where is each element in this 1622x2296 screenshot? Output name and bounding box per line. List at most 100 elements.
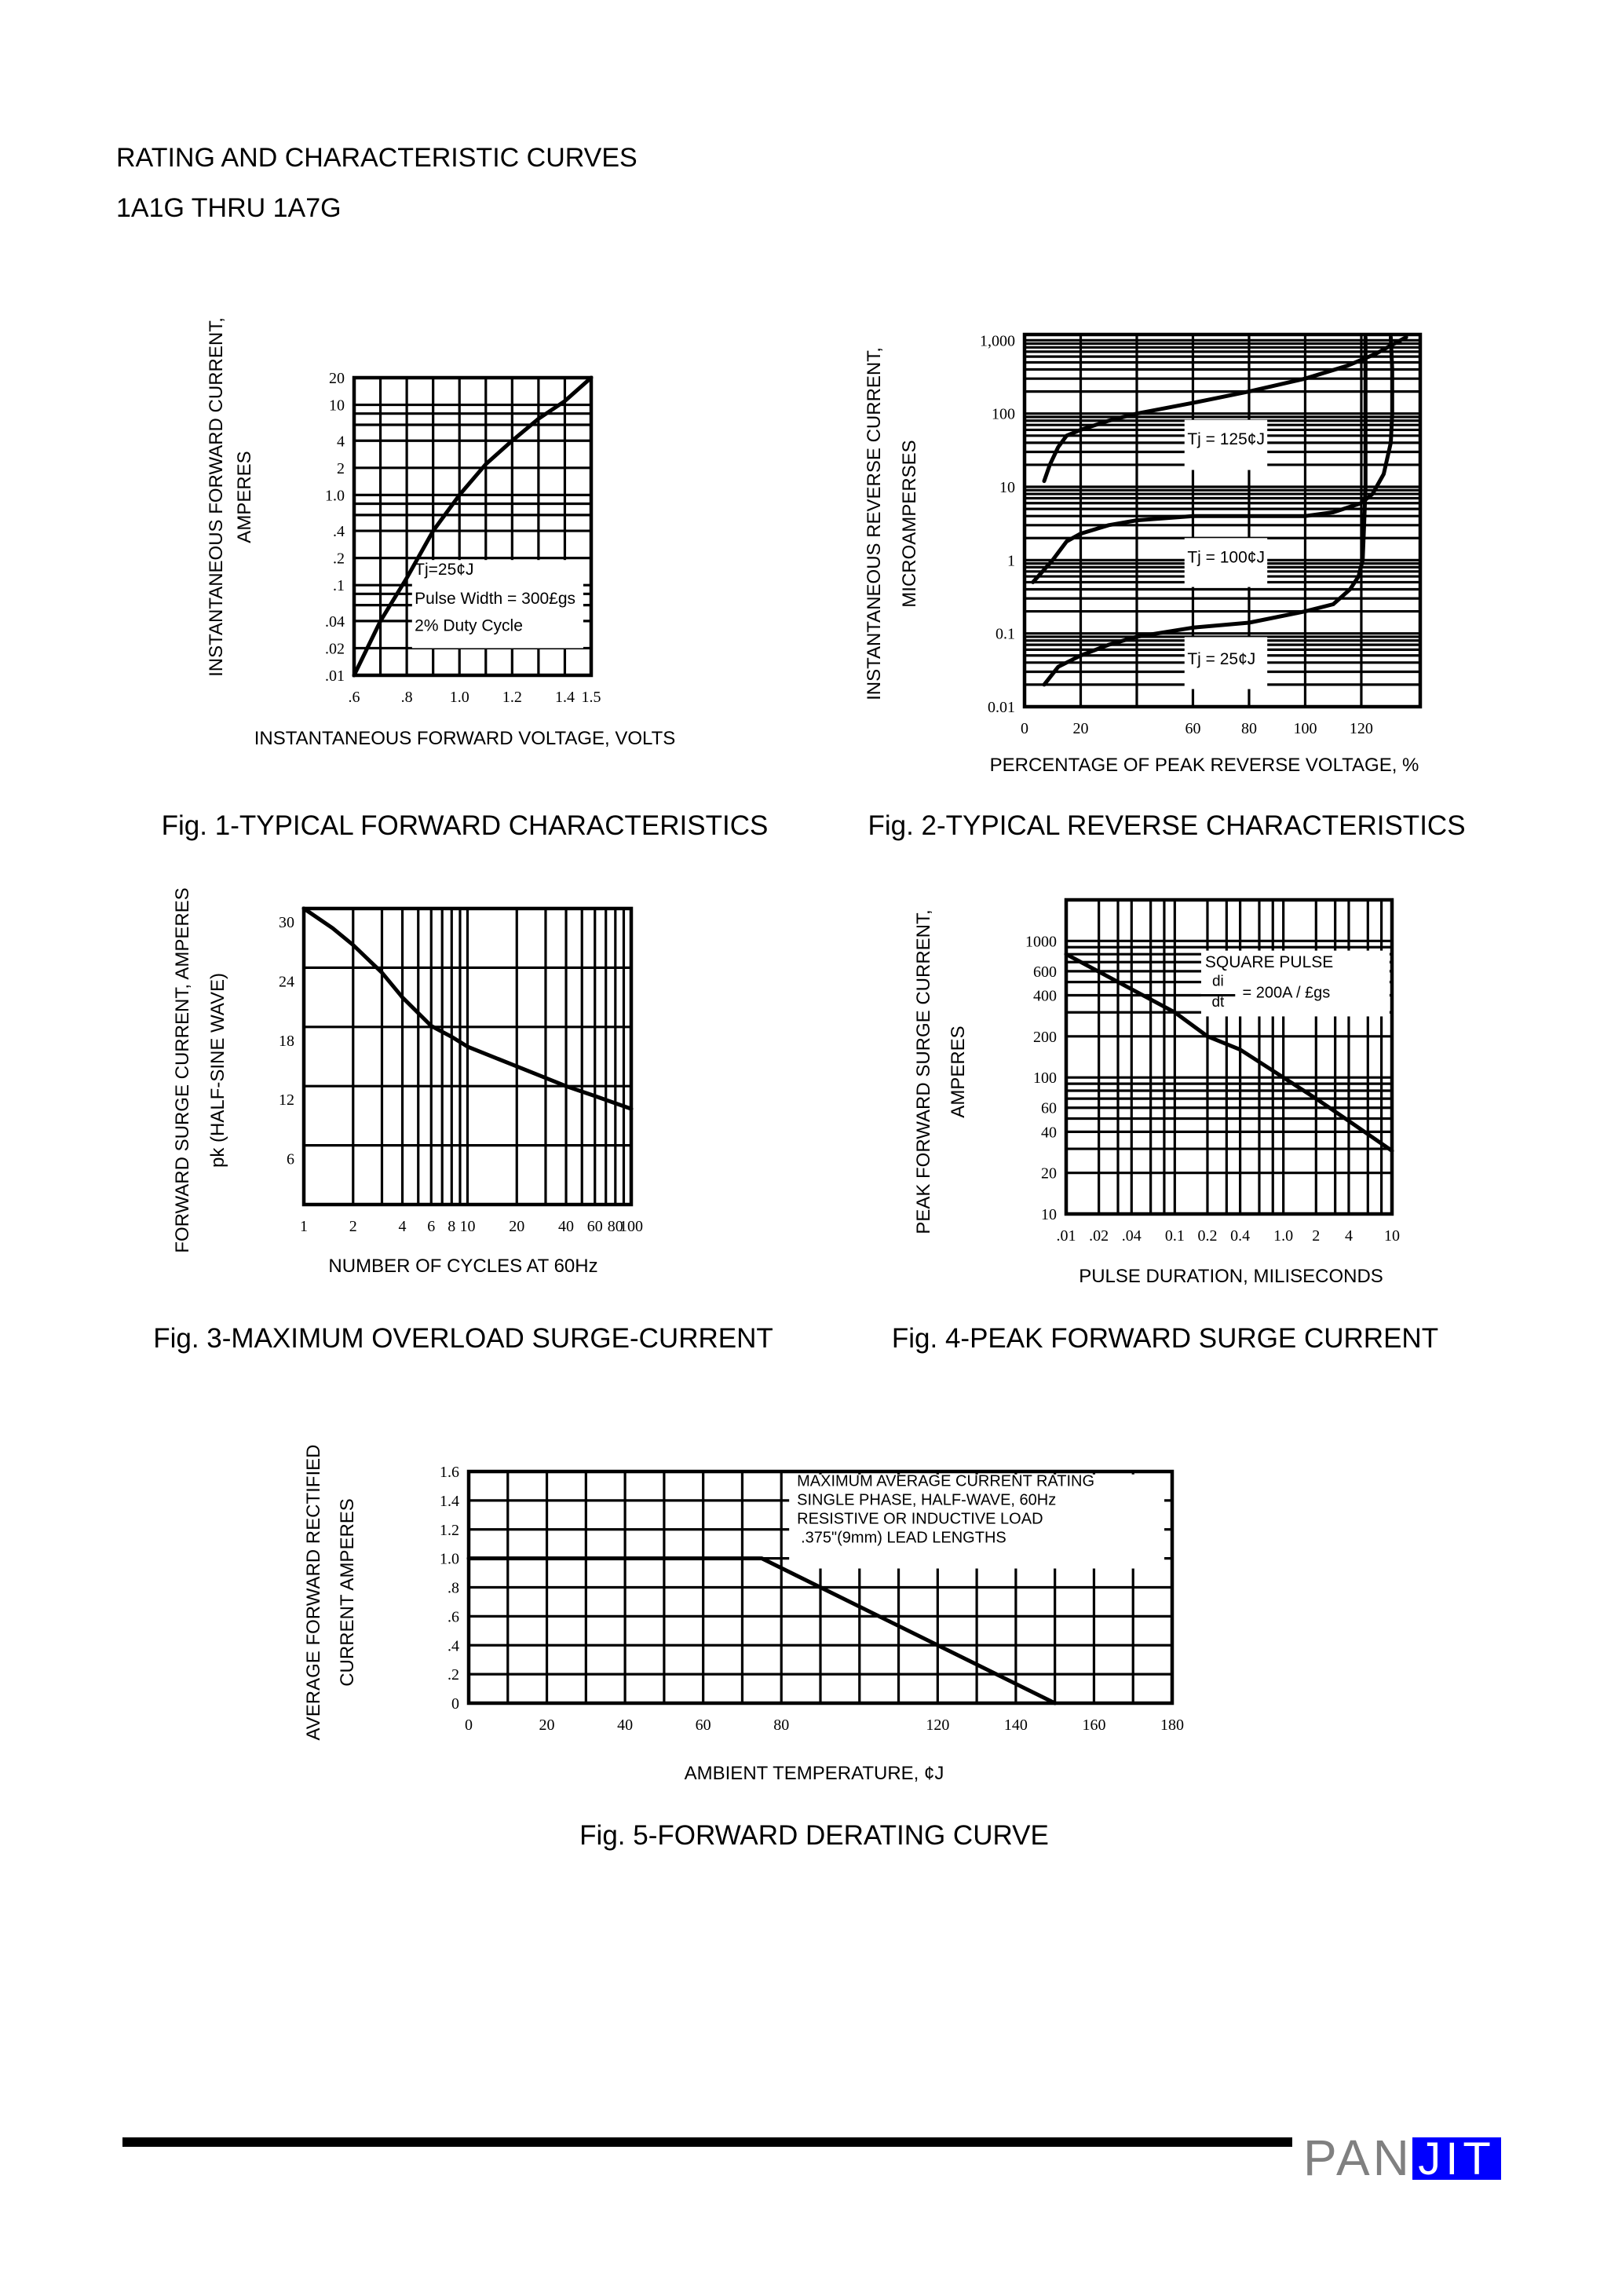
x-tick-label: 60 (1185, 720, 1200, 737)
y-tick-label: 1.2 (440, 1522, 459, 1539)
x-tick-label: 120 (1350, 720, 1373, 737)
fig3-ylabel-unit: pk (HALF-SINE WAVE) (207, 972, 228, 1168)
page-title: RATING AND CHARACTERISTIC CURVES (116, 143, 637, 173)
series-line-0 (1042, 335, 1408, 484)
y-tick-label: 400 (1033, 988, 1057, 1005)
x-tick-label: 8 (448, 1218, 455, 1235)
x-tick-label: 180 (1160, 1717, 1184, 1734)
fig2-chart: 0 20 60 80 100 120 1,000 100 10 1 0.1 0.01 Tj = 125¢… (980, 332, 1423, 737)
x-tick-label: 10 (1384, 1227, 1400, 1245)
x-tick-label: 1.2 (502, 689, 522, 706)
x-tick-label: 10 (460, 1218, 476, 1235)
x-tick-label: .02 (1089, 1227, 1109, 1245)
y-tick-label: .6 (448, 1608, 459, 1625)
series-line (466, 1556, 1058, 1706)
y-tick-label: 0 (451, 1695, 459, 1713)
y-tick-label: .2 (448, 1666, 459, 1684)
fig5-caption: Fig. 5-FORWARD DERATING CURVE (579, 1820, 1049, 1851)
y-tick-label: 40 (1041, 1124, 1057, 1141)
annotation-text: MAXIMUM AVERAGE CURRENT RATING (797, 1472, 1094, 1490)
fig4-caption: Fig. 4-PEAK FORWARD SURGE CURRENT (891, 1323, 1439, 1354)
y-tick-label: 1.0 (440, 1551, 459, 1568)
annotation-box (1200, 950, 1390, 1017)
x-tick-label: 1.0 (450, 689, 469, 706)
x-tick-label: 120 (926, 1717, 949, 1734)
plot-frame (1064, 898, 1394, 1216)
x-tick-label: 1.5 (582, 689, 601, 706)
y-tick-label: 20 (1041, 1165, 1057, 1183)
x-tick-label: 0.2 (1197, 1227, 1217, 1245)
series-line (1064, 952, 1394, 1153)
logo-jit: JIT (1412, 2137, 1501, 2182)
plot-frame (352, 375, 594, 678)
x-tick-label: 4 (1345, 1227, 1353, 1245)
fig4-xlabel: PULSE DURATION, MILISECONDS (1079, 1266, 1383, 1287)
series-label: Tj = 100¢J (1187, 548, 1265, 566)
y-tick-label: 100 (1033, 1069, 1057, 1087)
fig4-chart: .01 .02 .04 0.1 0.2 0.4 1.0 2 4 10 1000 600 400 200 10… (1025, 898, 1400, 1245)
fig1-caption: Fig. 1-TYPICAL FORWARD CHARACTERISTICS (161, 810, 769, 841)
fig1-ylabel: INSTANTANEOUS FORWARD CURRENT, (206, 317, 227, 677)
fig5-chart: 0 20 40 60 80 120 140 160 180 1.6 1.4 1.2 1.0 .8 .6 .4.… (440, 1464, 1184, 1734)
annotation-text: SINGLE PHASE, HALF-WAVE, 60Hz (797, 1491, 1056, 1508)
y-tick-label: 10 (1041, 1206, 1057, 1223)
y-tick-label: 18 (279, 1033, 294, 1050)
y-tick-label: .4 (333, 523, 345, 540)
x-tick-label: 0 (1021, 720, 1028, 737)
y-tick-label: 10 (999, 479, 1015, 496)
fig5-xlabel: AMBIENT TEMPERATURE, ¢J (684, 1763, 944, 1784)
fig1-chart: .6 .8 1.0 1.2 1.4 1.5 20 10 4 2 1.0 .4 .2 .1 .04 .02 .01… (325, 370, 601, 706)
x-tick-label: 100 (619, 1218, 643, 1235)
series-line (301, 906, 634, 1111)
y-tick-label: 0.1 (995, 626, 1015, 643)
y-tick-label: 4 (337, 433, 345, 450)
y-tick-label: 100 (992, 406, 1015, 423)
fig2-ylabel: INSTANTANEOUS REVERSE CURRENT, (864, 347, 885, 700)
x-tick-label: 140 (1004, 1717, 1028, 1734)
annotation-text: Pulse Width = 300£gs (415, 590, 575, 608)
annotation-box (1184, 637, 1268, 689)
y-tick-label: 1.4 (440, 1493, 459, 1510)
annotation-text: .375"(9mm) LEAD LENGTHS (801, 1529, 1006, 1546)
x-tick-label: 40 (617, 1717, 633, 1734)
fig2-ylabel-unit: MICROAMPERSES (899, 440, 920, 608)
y-tick-label: 30 (279, 914, 294, 931)
y-tick-label: 60 (1041, 1100, 1057, 1117)
x-tick-label: 20 (509, 1218, 524, 1235)
plot-frame (466, 1469, 1174, 1706)
x-tick-label: 4 (399, 1218, 407, 1235)
annotation-text: RESISTIVE OR INDUCTIVE LOAD (797, 1510, 1043, 1527)
x-tick-label: 1.0 (1273, 1227, 1293, 1245)
fig1-xlabel: INSTANTANEOUS FORWARD VOLTAGE, VOLTS (254, 728, 676, 749)
y-tick-label: 1.0 (325, 487, 345, 504)
fig5-ylabel-unit: CURRENT AMPERES (337, 1498, 358, 1687)
y-tick-label: 600 (1033, 963, 1057, 981)
y-tick-label: 10 (329, 397, 345, 415)
y-tick-label: 1 (1007, 552, 1015, 569)
x-tick-label: 6 (427, 1218, 435, 1235)
fig3-xlabel: NUMBER OF CYCLES AT 60Hz (328, 1256, 598, 1277)
annotation-denominator: dt (1211, 994, 1225, 1011)
fig3-caption: Fig. 3-MAXIMUM OVERLOAD SURGE-CURRENT (153, 1323, 773, 1354)
fig2-xlabel: PERCENTAGE OF PEAK REVERSE VOLTAGE, % (989, 755, 1419, 776)
x-tick-label: 160 (1082, 1717, 1105, 1734)
x-tick-label: .04 (1122, 1227, 1142, 1245)
series-label: Tj = 125¢J (1187, 430, 1265, 448)
y-tick-label: 6 (287, 1151, 294, 1168)
logo-pan: PAN (1303, 2130, 1412, 2186)
y-tick-label: .01 (325, 667, 345, 685)
fig2-caption: Fig. 2-TYPICAL REVERSE CHARACTERISTICS (868, 810, 1466, 841)
y-tick-label: 1000 (1025, 933, 1057, 950)
x-tick-label: 100 (1293, 720, 1317, 737)
x-tick-label: 60 (696, 1717, 711, 1734)
annotation-text: 2% Duty Cycle (415, 617, 523, 635)
y-tick-label: .04 (325, 613, 345, 631)
y-tick-label: 12 (279, 1091, 294, 1109)
x-tick-label: 1.4 (555, 689, 575, 706)
x-tick-label: 80 (608, 1218, 623, 1235)
y-tick-label: .4 (448, 1637, 459, 1654)
y-tick-label: .8 (448, 1580, 459, 1597)
